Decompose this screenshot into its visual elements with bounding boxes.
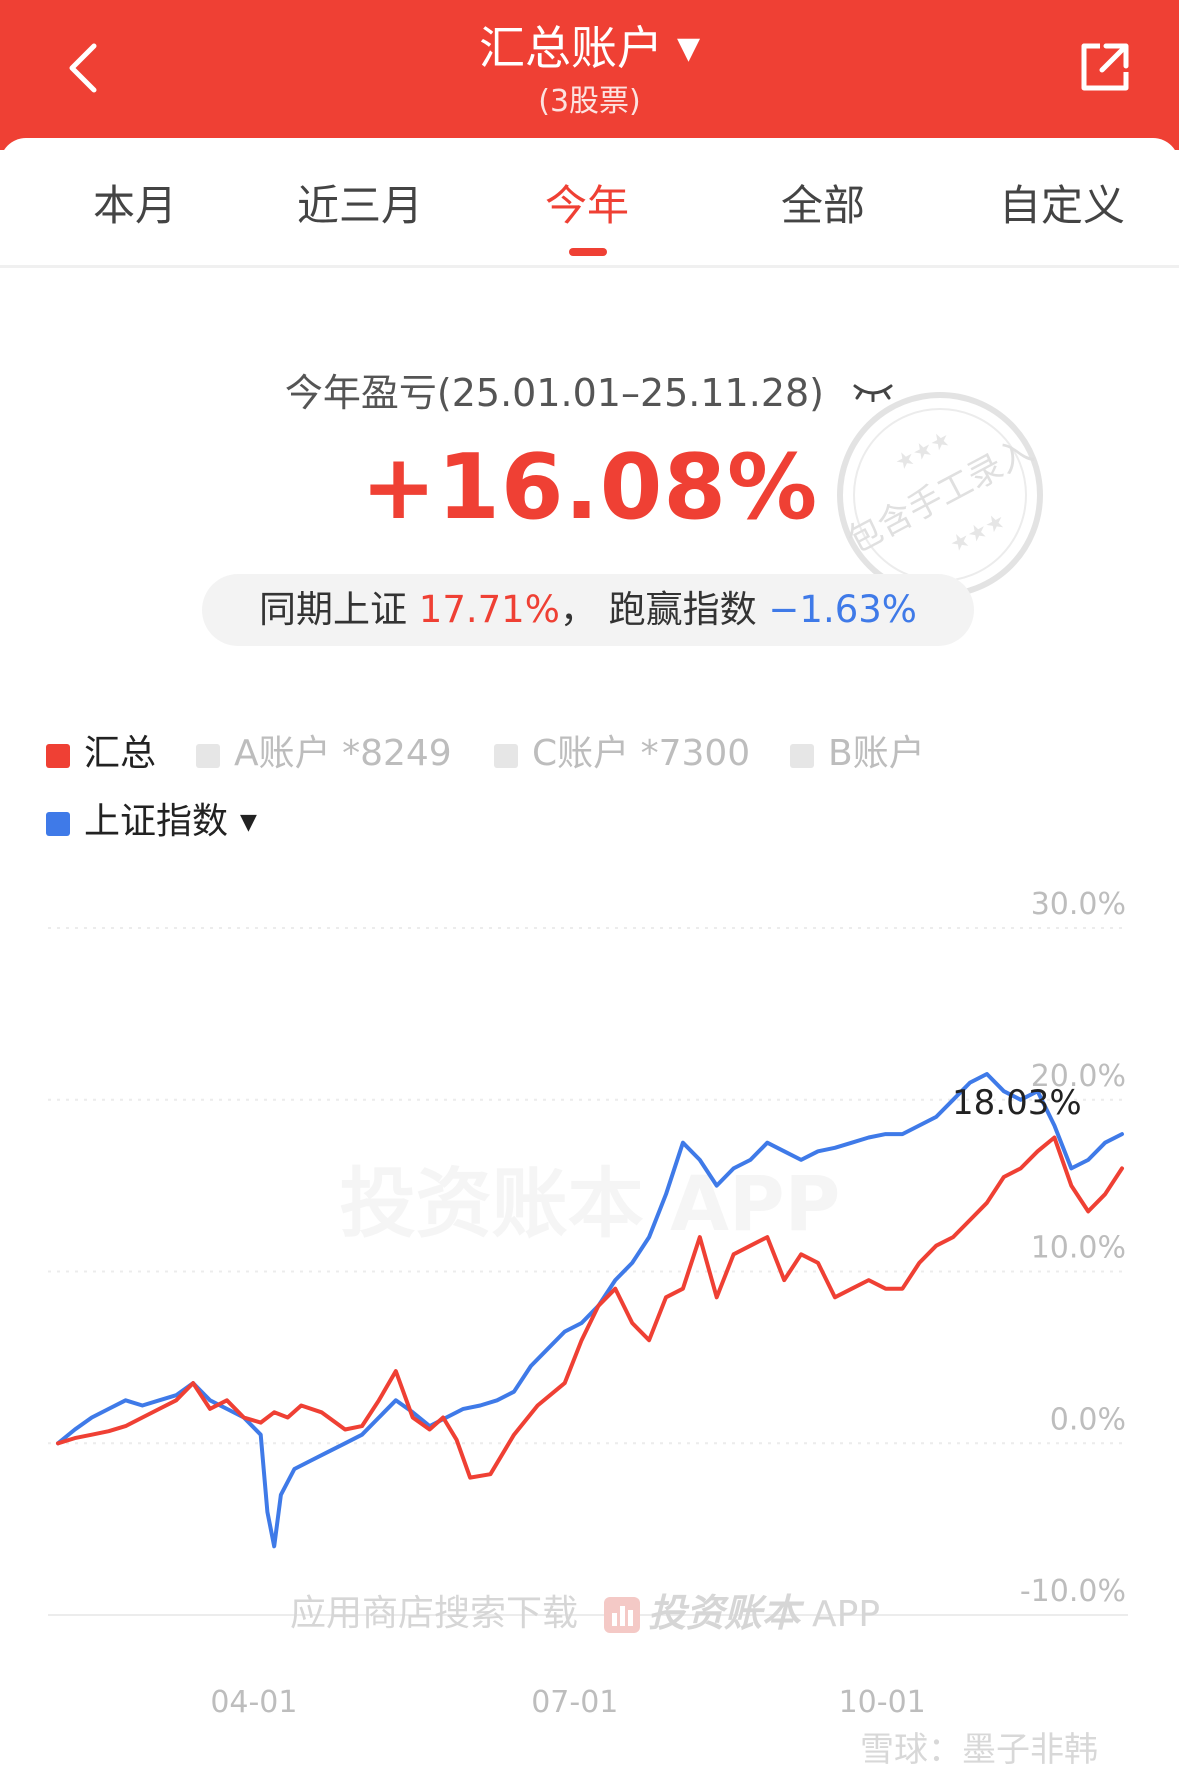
x-tick-label: 04-01 bbox=[210, 1685, 297, 1720]
page-title: 汇总账户 bbox=[478, 21, 663, 75]
stamp-stars-top: ★★★ bbox=[891, 426, 955, 476]
legend-item-account-c[interactable]: C账户 *7300 bbox=[494, 728, 750, 780]
legend-swatch bbox=[46, 812, 70, 836]
download-app-name: 投资账本 bbox=[648, 1591, 805, 1635]
beat-index-value: −1.63% bbox=[768, 588, 917, 631]
index-comparison: 同期上证 17.71%， 跑赢指数 −1.63% bbox=[202, 574, 974, 646]
back-button[interactable] bbox=[58, 38, 118, 98]
index-return-value: 17.71% bbox=[418, 588, 560, 631]
legend-item-account-a[interactable]: A账户 *8249 bbox=[196, 728, 452, 780]
manual-entry-stamp-icon: 包含手工录入 ★★★ ★★★ bbox=[837, 392, 1043, 598]
compare-separator: ， bbox=[559, 588, 597, 631]
download-watermark: 应用商店搜索下载 bbox=[290, 1593, 578, 1634]
caret-down-icon: ▼ bbox=[240, 810, 257, 835]
legend-label: 上证指数 bbox=[84, 801, 229, 842]
legend-label: C账户 *7300 bbox=[532, 733, 751, 774]
peak-value-label: 18.03% bbox=[952, 1083, 1082, 1123]
account-selector[interactable]: 汇总账户 ▼ (3股票) bbox=[0, 18, 1179, 122]
period-range-text: 今年盈亏(25.01.01–25.11.28) bbox=[284, 371, 824, 415]
legend-swatch bbox=[46, 744, 70, 768]
download-app-suffix: APP bbox=[812, 1594, 880, 1635]
footer-watermark: 雪球：墨子非韩 bbox=[860, 1730, 1098, 1770]
period-summary-label: 今年盈亏(25.01.01–25.11.28) bbox=[0, 362, 1179, 417]
beat-index-label: 跑赢指数 bbox=[608, 588, 757, 631]
center-watermark: 投资账本 APP bbox=[340, 1159, 841, 1248]
tab-all[interactable]: 全部 bbox=[780, 181, 865, 230]
series-line-index bbox=[56, 1072, 1124, 1549]
tab-this-month[interactable]: 本月 bbox=[92, 181, 177, 230]
caret-down-icon: ▼ bbox=[676, 31, 701, 66]
period-tabs: 本月 近三月 今年 全部 自定义 bbox=[0, 138, 1179, 268]
legend-label: B账户 bbox=[828, 733, 925, 774]
legend-swatch bbox=[196, 744, 220, 768]
page-subtitle: (3股票) bbox=[538, 84, 641, 119]
legend-label: 汇总 bbox=[84, 733, 157, 774]
top-bar: 汇总账户 ▼ (3股票) bbox=[0, 0, 1179, 150]
active-tab-indicator bbox=[569, 248, 607, 256]
total-return-value: +16.08% bbox=[360, 435, 819, 540]
series-line-total bbox=[56, 1135, 1124, 1480]
stamp-stars-bottom: ★★★ bbox=[946, 508, 1010, 558]
legend-label: A账户 *8249 bbox=[234, 733, 452, 774]
y-tick-label: -10.0% bbox=[1020, 1574, 1126, 1609]
y-tick-label: 20.0% bbox=[1031, 1059, 1126, 1094]
compare-label: 同期上证 bbox=[259, 588, 408, 631]
y-tick-label: 10.0% bbox=[1031, 1231, 1126, 1266]
share-button[interactable] bbox=[1076, 38, 1134, 96]
legend-item-total[interactable]: 汇总 bbox=[46, 728, 156, 780]
y-tick-label: 0.0% bbox=[1050, 1402, 1126, 1437]
legend-swatch bbox=[494, 744, 518, 768]
legend-swatch bbox=[790, 744, 814, 768]
tab-custom[interactable]: 自定义 bbox=[998, 181, 1125, 230]
eye-closed-icon[interactable] bbox=[852, 380, 894, 402]
share-icon bbox=[1081, 43, 1129, 91]
y-tick-label: 30.0% bbox=[1031, 887, 1126, 922]
x-tick-label: 10-01 bbox=[839, 1685, 926, 1720]
app-logo-icon bbox=[604, 1597, 640, 1633]
chevron-left-icon bbox=[69, 43, 97, 93]
tab-this-year[interactable]: 今年 bbox=[544, 181, 629, 230]
legend-item-account-b[interactable]: B账户 bbox=[790, 728, 925, 780]
tab-three-months[interactable]: 近三月 bbox=[296, 181, 423, 230]
x-tick-label: 07-01 bbox=[531, 1685, 618, 1720]
legend-item-index[interactable]: 上证指数 ▼ bbox=[46, 796, 257, 848]
return-line-chart[interactable]: 投资账本 APP 30.0% 20.0% 10.0% 0.0% -10.0% 04-01 0… bbox=[0, 860, 1179, 1760]
